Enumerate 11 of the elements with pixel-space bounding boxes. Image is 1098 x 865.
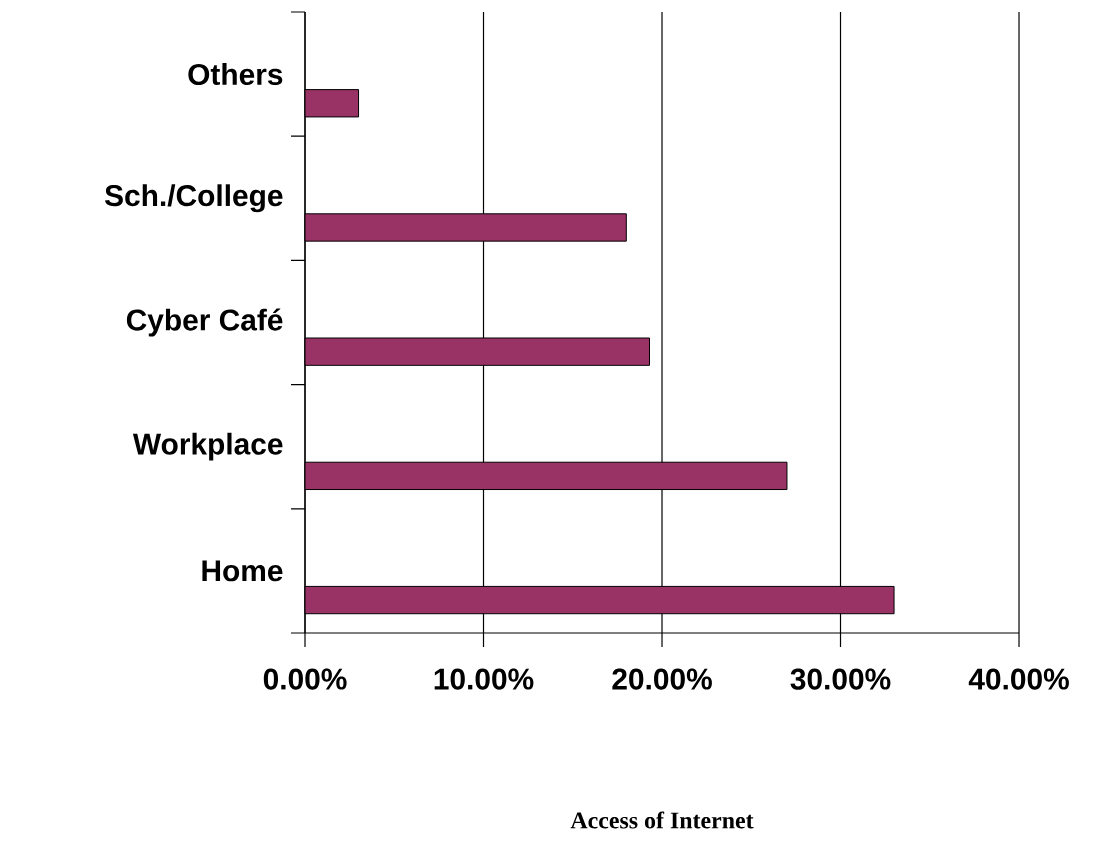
y-tick-label: Sch./College [104, 184, 283, 213]
y-tick-label: Home [202, 560, 283, 582]
y-tick-label: Others [188, 63, 283, 86]
x-tick-label: 20.00% [612, 668, 712, 690]
y-tick-label: Workplace [132, 432, 283, 461]
text: Access of Internet [570, 811, 754, 829]
x-tick-label: 10.00% [434, 668, 534, 690]
x-tick-label: 30.00% [790, 668, 891, 690]
x-tick-label: 40.00% [968, 668, 1069, 690]
x-tick-label: 0.00% [263, 668, 347, 690]
y-tick-label: Cyber Café [126, 308, 283, 337]
